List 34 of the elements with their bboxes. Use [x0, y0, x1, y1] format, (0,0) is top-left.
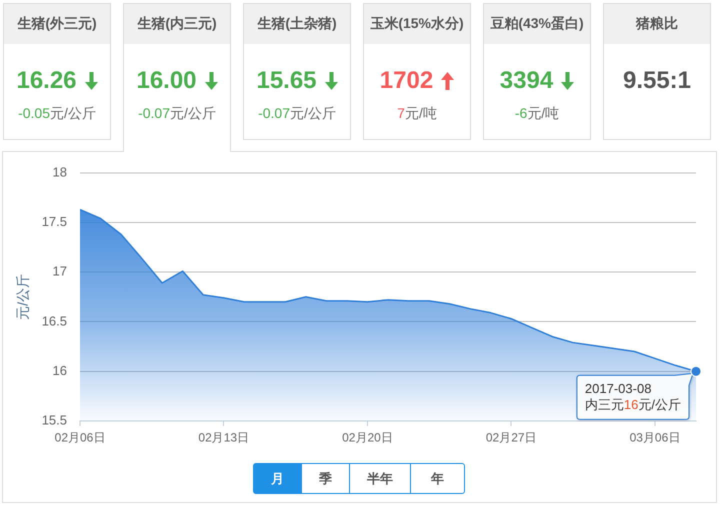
text: 9.55:1 [622, 67, 692, 95]
x-tick-label: 02月27日 [486, 430, 537, 445]
text: 16.00 [136, 67, 197, 95]
data-label: -6元/吨 [514, 104, 560, 122]
text: 1702 [380, 67, 434, 95]
y-axis-title: 元/公斤 [14, 274, 30, 320]
y-tick-label: 15.5 [42, 412, 67, 428]
text: 3394 [500, 67, 554, 95]
y-tick-label: 18 [52, 164, 67, 180]
toggle-button: 半年 [349, 463, 411, 494]
category-label: 玉米(15%水分) [364, 4, 470, 44]
x-tick-label: 02月13日 [198, 430, 250, 445]
toggle-button: 月 [253, 463, 302, 494]
y-tick-label: 17.5 [42, 214, 67, 230]
x-tick-label: 03月06日 [630, 430, 680, 445]
text: 15.65 [256, 67, 317, 95]
category-label: 生猪(外三元) [4, 4, 110, 44]
y-tick-label: 16.5 [42, 313, 67, 328]
category-label: 猪粮比 [604, 4, 710, 44]
category-label: 生猪(土杂猪) [244, 4, 350, 44]
x-tick-label: 02月20日 [342, 430, 393, 445]
data-label: -0.05元/公斤 [17, 104, 97, 122]
data-label: -0.07元/公斤 [257, 104, 337, 122]
text: 16.26 [16, 67, 77, 95]
x-tick-label: 02月06日 [54, 430, 106, 445]
annotation: 2017-03-08 内三元16元/公斤 [584, 380, 682, 412]
category-label: 豆粕(43%蛋白) [484, 4, 590, 44]
y-tick-label: 17 [52, 264, 67, 279]
data-label: 7元/吨 [396, 104, 438, 122]
toggle-button: 季 [301, 463, 350, 494]
toggle-button: 年 [410, 463, 465, 494]
data-label: -0.07元/公斤 [137, 104, 217, 122]
category-label: 生猪(内三元) [124, 4, 230, 44]
y-tick-label: 16 [52, 362, 67, 378]
